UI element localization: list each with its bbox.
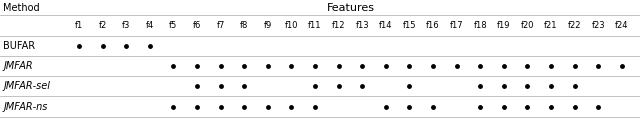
Text: f9: f9 bbox=[264, 21, 272, 30]
Text: f3: f3 bbox=[122, 21, 131, 30]
Text: f6: f6 bbox=[193, 21, 201, 30]
Text: f14: f14 bbox=[379, 21, 392, 30]
Text: Method: Method bbox=[3, 3, 40, 13]
Text: f11: f11 bbox=[308, 21, 322, 30]
Text: f1: f1 bbox=[75, 21, 83, 30]
Text: f15: f15 bbox=[403, 21, 416, 30]
Text: f4: f4 bbox=[146, 21, 154, 30]
Text: f13: f13 bbox=[355, 21, 369, 30]
Text: f8: f8 bbox=[240, 21, 248, 30]
Text: f21: f21 bbox=[544, 21, 557, 30]
Text: f10: f10 bbox=[285, 21, 298, 30]
Text: f18: f18 bbox=[474, 21, 487, 30]
Text: f2: f2 bbox=[99, 21, 107, 30]
Text: f20: f20 bbox=[521, 21, 534, 30]
Text: BUFAR: BUFAR bbox=[3, 41, 35, 51]
Text: f12: f12 bbox=[332, 21, 346, 30]
Text: f7: f7 bbox=[216, 21, 225, 30]
Text: JMFAR-sel: JMFAR-sel bbox=[3, 81, 50, 91]
Text: f22: f22 bbox=[568, 21, 581, 30]
Text: f23: f23 bbox=[591, 21, 605, 30]
Text: f5: f5 bbox=[169, 21, 177, 30]
Text: Features: Features bbox=[326, 3, 374, 13]
Text: f19: f19 bbox=[497, 21, 511, 30]
Text: f16: f16 bbox=[426, 21, 440, 30]
Text: f24: f24 bbox=[615, 21, 628, 30]
Text: JMFAR: JMFAR bbox=[3, 61, 33, 71]
Text: f17: f17 bbox=[450, 21, 463, 30]
Text: JMFAR-ns: JMFAR-ns bbox=[3, 102, 47, 112]
